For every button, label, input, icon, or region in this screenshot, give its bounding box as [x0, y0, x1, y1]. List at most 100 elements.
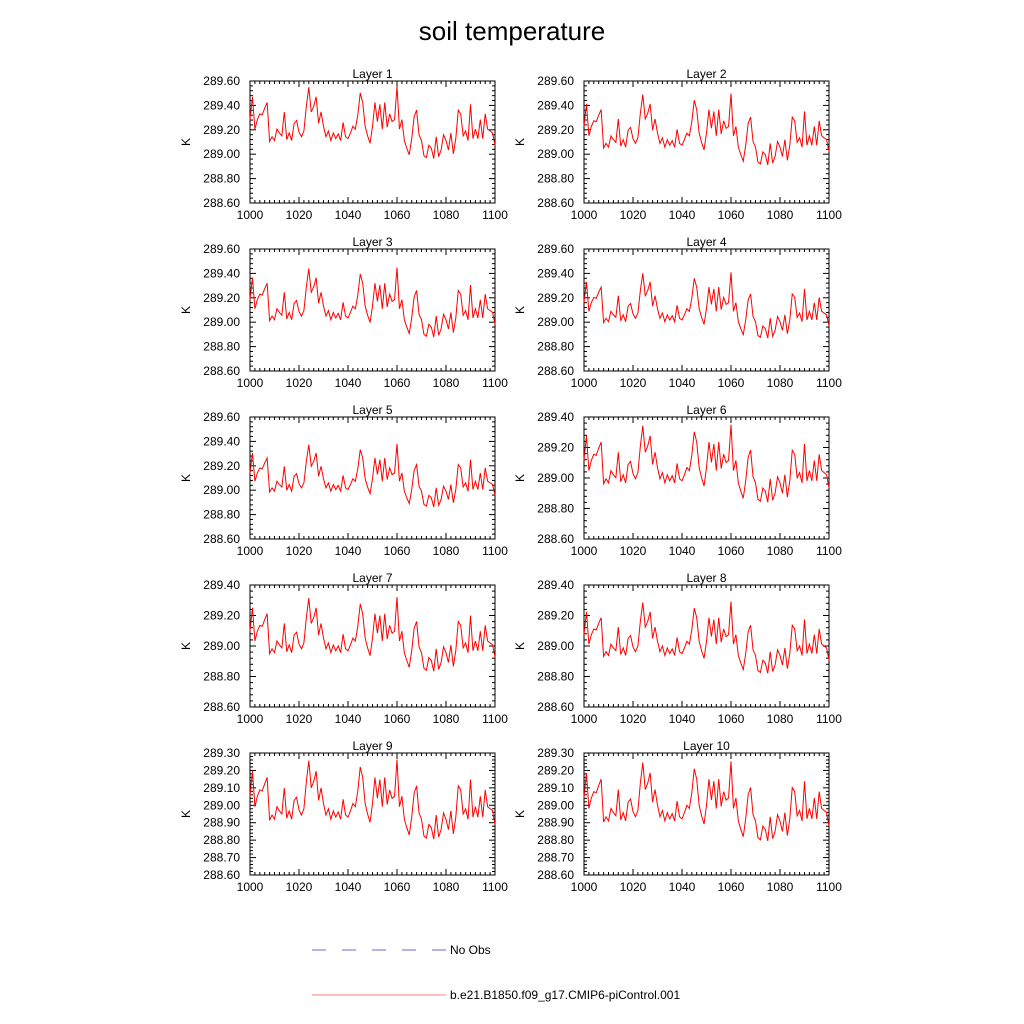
- panel-7-ytick-289.20: 289.20: [203, 609, 240, 623]
- panel-6-xtick-1080: 1080: [767, 544, 794, 558]
- panel-5-ytick-289.40: 289.40: [203, 434, 240, 448]
- panels-group: Layer 1 K 1000 1020 1040 1060 1080 1100 288.60 28…: [179, 67, 842, 894]
- panel-9-xtick-1000: 1000: [237, 880, 264, 894]
- panel-10-ylabel: K: [513, 810, 527, 818]
- panel-10-series-picontrol: [583, 761, 830, 841]
- panel-8-title: Layer 8: [686, 571, 726, 585]
- panel-2-series-picontrol: [583, 93, 830, 166]
- panel-3-xtick-1060: 1060: [384, 376, 411, 390]
- panel-2-ytick-289.20: 289.20: [537, 123, 574, 137]
- panel-1-xtick-1080: 1080: [433, 208, 460, 222]
- panel-7-xtick-1060: 1060: [384, 712, 411, 726]
- panel-5-ytick-289.60: 289.60: [203, 410, 240, 424]
- panel-3-xtick-1000: 1000: [237, 376, 264, 390]
- panel-8-xtick-1100: 1100: [816, 712, 842, 726]
- panel-10-ytick-289.10: 289.10: [537, 781, 574, 795]
- panel-6-ytick-288.60: 288.60: [537, 532, 574, 546]
- panel-10-xtick-1000: 1000: [571, 880, 598, 894]
- panel-8-ytick-288.80: 288.80: [537, 670, 574, 684]
- panel-10-ytick-288.90: 288.90: [537, 816, 574, 830]
- panel-2-ytick-289.60: 289.60: [537, 74, 574, 88]
- panel-10-xtick-1080: 1080: [767, 880, 794, 894]
- panel-3-ytick-289.40: 289.40: [203, 266, 240, 280]
- panel-8-ytick-289.00: 289.00: [537, 639, 574, 653]
- panel-5-ytick-288.60: 288.60: [203, 532, 240, 546]
- panel-5-xtick-1100: 1100: [482, 544, 508, 558]
- panel-4-ytick-289.40: 289.40: [537, 266, 574, 280]
- panel-1: Layer 1 K 1000 1020 1040 1060 1080 1100 288.60 28…: [179, 67, 508, 222]
- panel-5-series-picontrol: [249, 443, 496, 508]
- panel-5-xtick-1000: 1000: [237, 544, 264, 558]
- panel-3-ytick-289.00: 289.00: [203, 315, 240, 329]
- panel-10-xtick-1040: 1040: [669, 880, 696, 894]
- panel-1-xtick-1060: 1060: [384, 208, 411, 222]
- panel-9: Layer 9 K 1000 1020 1040 1060 1080 1100 288.60 28…: [179, 739, 508, 894]
- panel-3-title: Layer 3: [352, 235, 392, 249]
- panel-8-xtick-1000: 1000: [571, 712, 598, 726]
- panel-7-title: Layer 7: [352, 571, 392, 585]
- panel-10-ytick-289.00: 289.00: [537, 798, 574, 812]
- panel-9-ytick-288.80: 288.80: [203, 833, 240, 847]
- panel-2-ytick-289.00: 289.00: [537, 147, 574, 161]
- panel-7-xtick-1020: 1020: [286, 712, 313, 726]
- panel-1-series-picontrol: [249, 86, 496, 159]
- panel-9-series-picontrol: [249, 759, 496, 840]
- panel-1-xtick-1040: 1040: [335, 208, 362, 222]
- panel-2-ytick-288.80: 288.80: [537, 172, 574, 186]
- panel-7-ytick-289.40: 289.40: [203, 578, 240, 592]
- panel-2-xtick-1020: 1020: [620, 208, 647, 222]
- panel-8-series-picontrol: [583, 601, 830, 674]
- panel-1-ytick-288.60: 288.60: [203, 196, 240, 210]
- panel-3-ytick-289.60: 289.60: [203, 242, 240, 256]
- panel-1-xtick-1000: 1000: [237, 208, 264, 222]
- panel-6-ytick-289.20: 289.20: [537, 441, 574, 455]
- panel-6-xtick-1100: 1100: [816, 544, 842, 558]
- panel-5-xtick-1080: 1080: [433, 544, 460, 558]
- panel-5-ytick-288.80: 288.80: [203, 508, 240, 522]
- legend-label-picontrol: b.e21.B1850.f09_g17.CMIP6-piControl.001: [450, 988, 680, 1002]
- panel-8-ytick-289.40: 289.40: [537, 578, 574, 592]
- panel-2-xtick-1060: 1060: [718, 208, 745, 222]
- panel-2-xtick-1040: 1040: [669, 208, 696, 222]
- panel-9-ytick-288.60: 288.60: [203, 868, 240, 882]
- panel-5-xtick-1020: 1020: [286, 544, 313, 558]
- panel-9-xtick-1060: 1060: [384, 880, 411, 894]
- panel-2-xtick-1100: 1100: [816, 208, 842, 222]
- panel-4-xtick-1020: 1020: [620, 376, 647, 390]
- panel-4-xtick-1100: 1100: [816, 376, 842, 390]
- panel-5: Layer 5 K 1000 1020 1040 1060 1080 1100 288.60 28…: [179, 403, 508, 558]
- panel-4-xtick-1060: 1060: [718, 376, 745, 390]
- panel-7-xtick-1080: 1080: [433, 712, 460, 726]
- panel-9-xtick-1020: 1020: [286, 880, 313, 894]
- panel-3-ytick-289.20: 289.20: [203, 291, 240, 305]
- panel-4: Layer 4 K 1000 1020 1040 1060 1080 1100 288.60 28…: [513, 235, 842, 390]
- panel-6: Layer 6 K 1000 1020 1040 1060 1080 1100 288.60 28…: [513, 403, 842, 558]
- panel-6-ytick-289.00: 289.00: [537, 471, 574, 485]
- panel-9-xtick-1040: 1040: [335, 880, 362, 894]
- panel-1-title: Layer 1: [352, 67, 392, 81]
- panel-1-ytick-288.80: 288.80: [203, 172, 240, 186]
- panel-8-xtick-1080: 1080: [767, 712, 794, 726]
- panel-10: Layer 10 K 1000 1020 1040 1060 1080 1100 288.60 2…: [513, 739, 842, 894]
- panel-6-ylabel: K: [513, 474, 527, 482]
- panel-7-series-picontrol: [249, 597, 496, 672]
- panel-4-ytick-288.80: 288.80: [537, 340, 574, 354]
- panel-4-ytick-288.60: 288.60: [537, 364, 574, 378]
- panel-6-series-picontrol: [583, 424, 830, 503]
- panel-4-xtick-1000: 1000: [571, 376, 598, 390]
- panel-10-ytick-289.30: 289.30: [537, 746, 574, 760]
- panel-8-ytick-288.60: 288.60: [537, 700, 574, 714]
- panel-1-ytick-289.20: 289.20: [203, 123, 240, 137]
- panel-8-xtick-1020: 1020: [620, 712, 647, 726]
- panel-5-title: Layer 5: [352, 403, 392, 417]
- panel-2-xtick-1000: 1000: [571, 208, 598, 222]
- panel-2-ytick-288.60: 288.60: [537, 196, 574, 210]
- panel-9-ylabel: K: [179, 810, 193, 818]
- panel-6-ytick-289.40: 289.40: [537, 410, 574, 424]
- panel-1-ytick-289.00: 289.00: [203, 147, 240, 161]
- panel-7-ylabel: K: [179, 642, 193, 650]
- panel-3-xtick-1040: 1040: [335, 376, 362, 390]
- panel-1-xtick-1020: 1020: [286, 208, 313, 222]
- panel-4-ytick-289.00: 289.00: [537, 315, 574, 329]
